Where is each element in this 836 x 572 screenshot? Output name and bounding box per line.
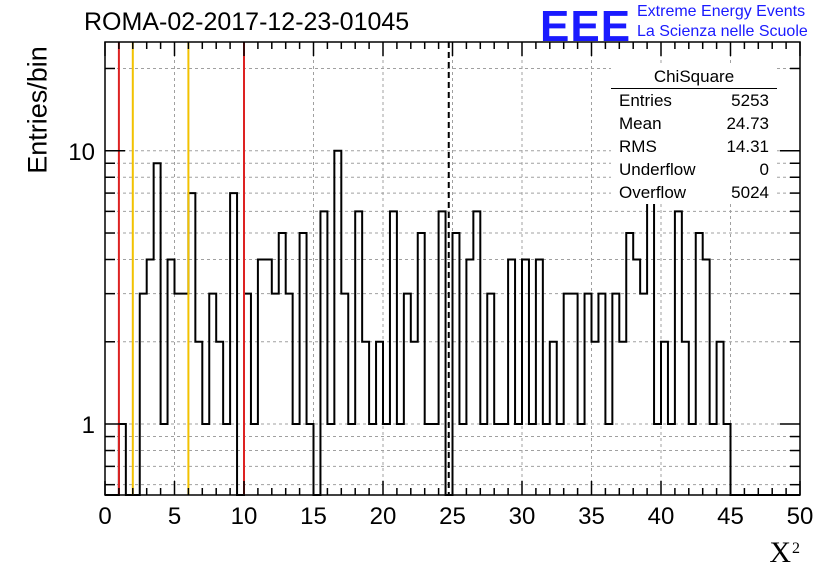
stats-box: ChiSquare Entries 5253 Mean 24.73 RMS 14… bbox=[611, 66, 777, 204]
y-tick-label: 1 bbox=[82, 412, 95, 439]
stats-label: Underflow bbox=[619, 160, 696, 179]
stats-label: RMS bbox=[619, 137, 657, 156]
x-tick-label: 50 bbox=[787, 503, 814, 530]
x-tick-label: 20 bbox=[370, 503, 397, 530]
stats-row-entries: Entries 5253 bbox=[611, 89, 777, 112]
histogram-series bbox=[105, 149, 800, 496]
page-title: ROMA-02-2017-12-23-01045 bbox=[84, 8, 410, 36]
stats-value: 24.73 bbox=[726, 114, 769, 133]
stats-row-overflow: Overflow 5024 bbox=[611, 181, 777, 204]
x-axis-label-superscript: 2 bbox=[792, 540, 800, 557]
x-tick-label: 0 bbox=[98, 503, 111, 530]
stats-row-underflow: Underflow 0 bbox=[611, 158, 777, 181]
stats-title: ChiSquare bbox=[611, 66, 777, 89]
x-tick-label: 35 bbox=[578, 503, 605, 530]
stats-row-mean: Mean 24.73 bbox=[611, 112, 777, 135]
x-tick-label: 40 bbox=[648, 503, 675, 530]
stats-value: 5253 bbox=[731, 91, 769, 110]
x-tick-label: 25 bbox=[439, 503, 466, 530]
stats-label: Entries bbox=[619, 91, 672, 110]
stats-value: 14.31 bbox=[726, 137, 769, 156]
x-tick-label: 30 bbox=[509, 503, 536, 530]
stats-row-rms: RMS 14.31 bbox=[611, 135, 777, 158]
x-axis-label: X2 bbox=[769, 536, 800, 570]
stats-value: 0 bbox=[759, 160, 769, 179]
y-axis-label: Entries/bin bbox=[22, 46, 53, 174]
x-tick-label: 45 bbox=[717, 503, 744, 530]
stats-value: 5024 bbox=[731, 183, 769, 202]
x-tick-label: 5 bbox=[168, 503, 181, 530]
stats-label: Overflow bbox=[619, 183, 687, 202]
x-tick-label: 15 bbox=[300, 503, 327, 530]
logo-tagline-1: Extreme Energy Events bbox=[637, 3, 806, 20]
stats-label: Mean bbox=[619, 114, 662, 133]
logo-tagline-2: La Scienza nelle Scuole bbox=[637, 23, 808, 40]
eee-logo: EEE bbox=[540, 2, 632, 51]
x-axis-label-base: X bbox=[769, 536, 791, 569]
y-tick-label: 10 bbox=[68, 139, 95, 166]
x-tick-label: 10 bbox=[231, 503, 258, 530]
